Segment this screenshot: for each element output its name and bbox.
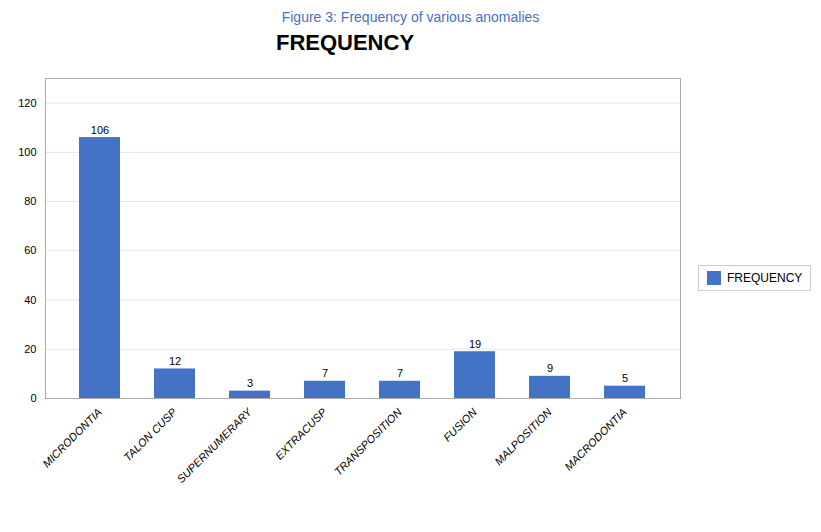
svg-text:60: 60 [24, 244, 36, 256]
svg-text:7: 7 [322, 367, 328, 379]
svg-text:120: 120 [18, 97, 36, 109]
svg-text:0: 0 [30, 392, 36, 404]
svg-text:TRANSPOSITION: TRANSPOSITION [332, 406, 404, 478]
svg-text:106: 106 [91, 124, 109, 136]
svg-text:FUSION: FUSION [441, 406, 479, 444]
svg-text:5: 5 [622, 372, 628, 384]
html-text:FREQUENCY: FREQUENCY [727, 271, 803, 285]
svg-text:19: 19 [469, 338, 481, 350]
svg-text:9: 9 [547, 362, 553, 374]
svg-text:12: 12 [169, 355, 181, 367]
svg-text:80: 80 [24, 195, 36, 207]
html-text:Figure 3: Frequency of various: Figure 3: Frequency of various anomalies [281, 9, 540, 25]
svg-text:MALPOSITION: MALPOSITION [492, 406, 554, 468]
svg-text:40: 40 [24, 294, 36, 306]
svg-text:SUPERNUMERARY: SUPERNUMERARY [174, 405, 254, 485]
svg-text:100: 100 [18, 146, 36, 158]
svg-text:EXTRACUSP: EXTRACUSP [273, 405, 329, 461]
svg-text:MICRODONTIA: MICRODONTIA [40, 406, 104, 470]
html-text:FREQUENCY: FREQUENCY [275, 30, 415, 55]
svg-text:3: 3 [247, 377, 253, 389]
svg-text:20: 20 [24, 343, 36, 355]
svg-text:MACRODONTIA: MACRODONTIA [562, 406, 629, 473]
svg-text:7: 7 [397, 367, 403, 379]
svg-text:TALON CUSP: TALON CUSP [121, 405, 179, 463]
